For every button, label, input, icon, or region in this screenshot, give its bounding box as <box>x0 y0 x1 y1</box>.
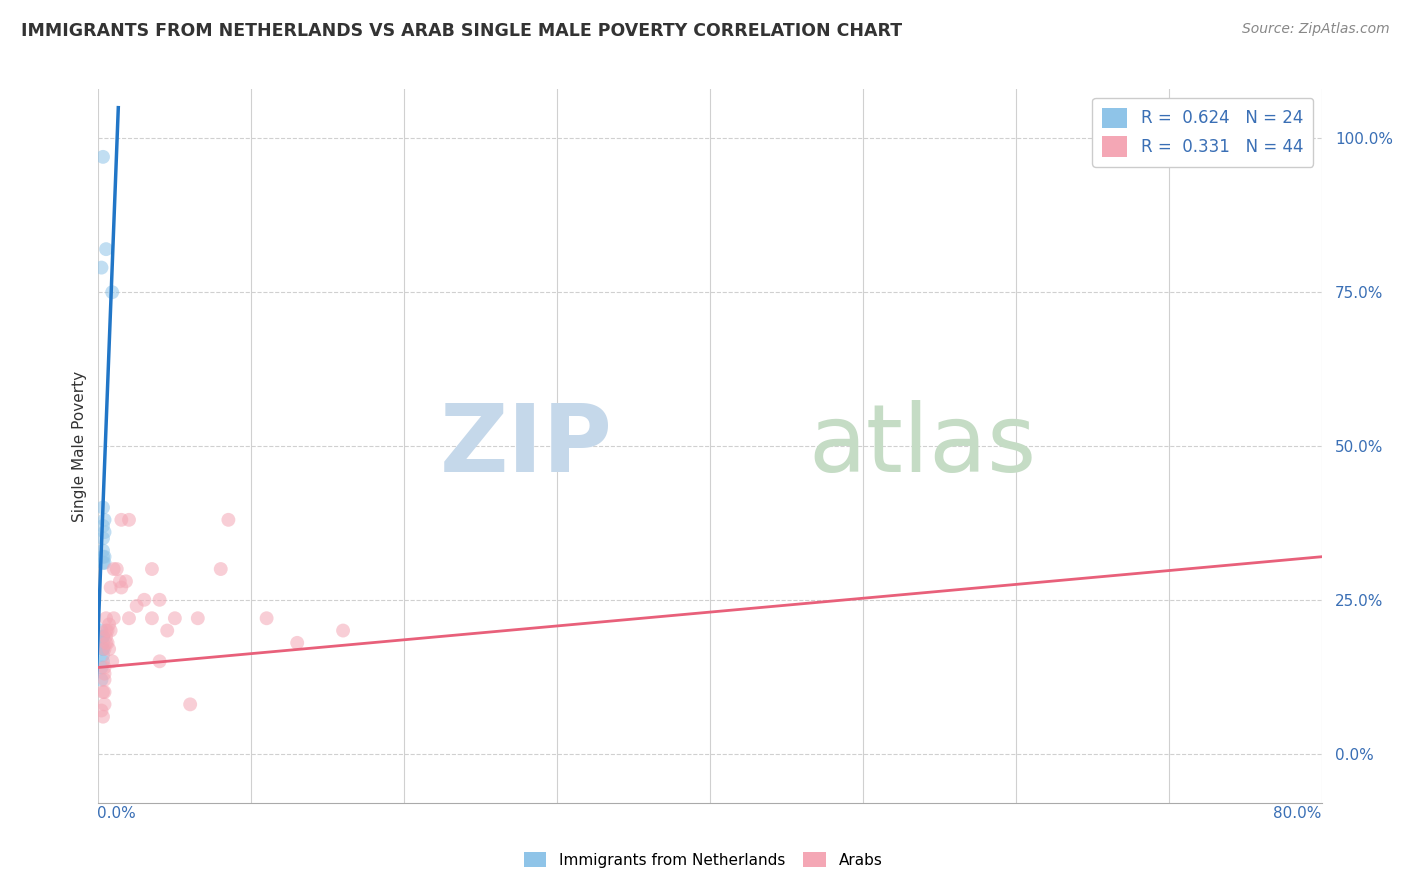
Point <box>91 500 114 515</box>
Point <box>93 642 115 657</box>
Point <box>90 673 112 687</box>
Point <box>94 624 117 638</box>
Point <box>217 513 239 527</box>
Point <box>209 562 232 576</box>
Point <box>110 513 132 527</box>
Point <box>134 592 156 607</box>
Point <box>98 617 121 632</box>
Text: ZIP: ZIP <box>439 400 612 492</box>
Point <box>98 642 121 657</box>
Point <box>118 611 141 625</box>
Text: Source: ZipAtlas.com: Source: ZipAtlas.com <box>1241 22 1389 37</box>
Point <box>94 611 117 625</box>
Point <box>91 549 114 564</box>
Point <box>163 611 186 625</box>
Point <box>179 698 201 712</box>
Point <box>91 636 114 650</box>
Point <box>91 630 114 644</box>
Point <box>93 556 115 570</box>
Point <box>91 630 114 644</box>
Point <box>93 666 115 681</box>
Text: IMMIGRANTS FROM NETHERLANDS VS ARAB SINGLE MALE POVERTY CORRELATION CHART: IMMIGRANTS FROM NETHERLANDS VS ARAB SING… <box>21 22 903 40</box>
Point <box>91 642 114 657</box>
Point <box>94 242 117 256</box>
Text: 0.0%: 0.0% <box>97 805 135 821</box>
Point <box>91 519 114 533</box>
Point <box>91 150 114 164</box>
Point <box>93 660 115 674</box>
Point <box>256 611 278 625</box>
Point <box>90 624 112 638</box>
Y-axis label: Single Male Poverty: Single Male Poverty <box>72 370 87 522</box>
Point <box>91 648 114 662</box>
Point <box>91 531 114 545</box>
Text: atlas: atlas <box>808 400 1036 492</box>
Point <box>91 709 114 723</box>
Point <box>91 642 114 657</box>
Point <box>91 654 114 668</box>
Point <box>91 543 114 558</box>
Point <box>285 636 308 650</box>
Point <box>94 636 117 650</box>
Point <box>97 624 120 638</box>
Point <box>110 581 132 595</box>
Point <box>332 624 354 638</box>
Point <box>93 549 115 564</box>
Point <box>91 685 114 699</box>
Point <box>93 525 115 540</box>
Point <box>93 673 115 687</box>
Point <box>125 599 148 613</box>
Point <box>100 581 122 595</box>
Legend: R =  0.624   N = 24, R =  0.331   N = 44: R = 0.624 N = 24, R = 0.331 N = 44 <box>1092 97 1313 167</box>
Point <box>93 685 115 699</box>
Point <box>108 574 131 589</box>
Point <box>103 611 125 625</box>
Point <box>187 611 209 625</box>
Point <box>141 562 163 576</box>
Point <box>115 574 138 589</box>
Point <box>105 562 128 576</box>
Text: 80.0%: 80.0% <box>1274 805 1322 821</box>
Point <box>93 698 115 712</box>
Point <box>97 636 120 650</box>
Point <box>149 592 172 607</box>
Point <box>90 660 112 674</box>
Point <box>103 562 125 576</box>
Point <box>141 611 163 625</box>
Point <box>101 654 124 668</box>
Point <box>94 630 117 644</box>
Point <box>156 624 179 638</box>
Point <box>91 556 114 570</box>
Point <box>101 285 124 300</box>
Point <box>90 704 112 718</box>
Point <box>118 513 141 527</box>
Point <box>149 654 172 668</box>
Point <box>100 624 122 638</box>
Point <box>93 513 115 527</box>
Legend: Immigrants from Netherlands, Arabs: Immigrants from Netherlands, Arabs <box>517 846 889 873</box>
Point <box>90 260 112 275</box>
